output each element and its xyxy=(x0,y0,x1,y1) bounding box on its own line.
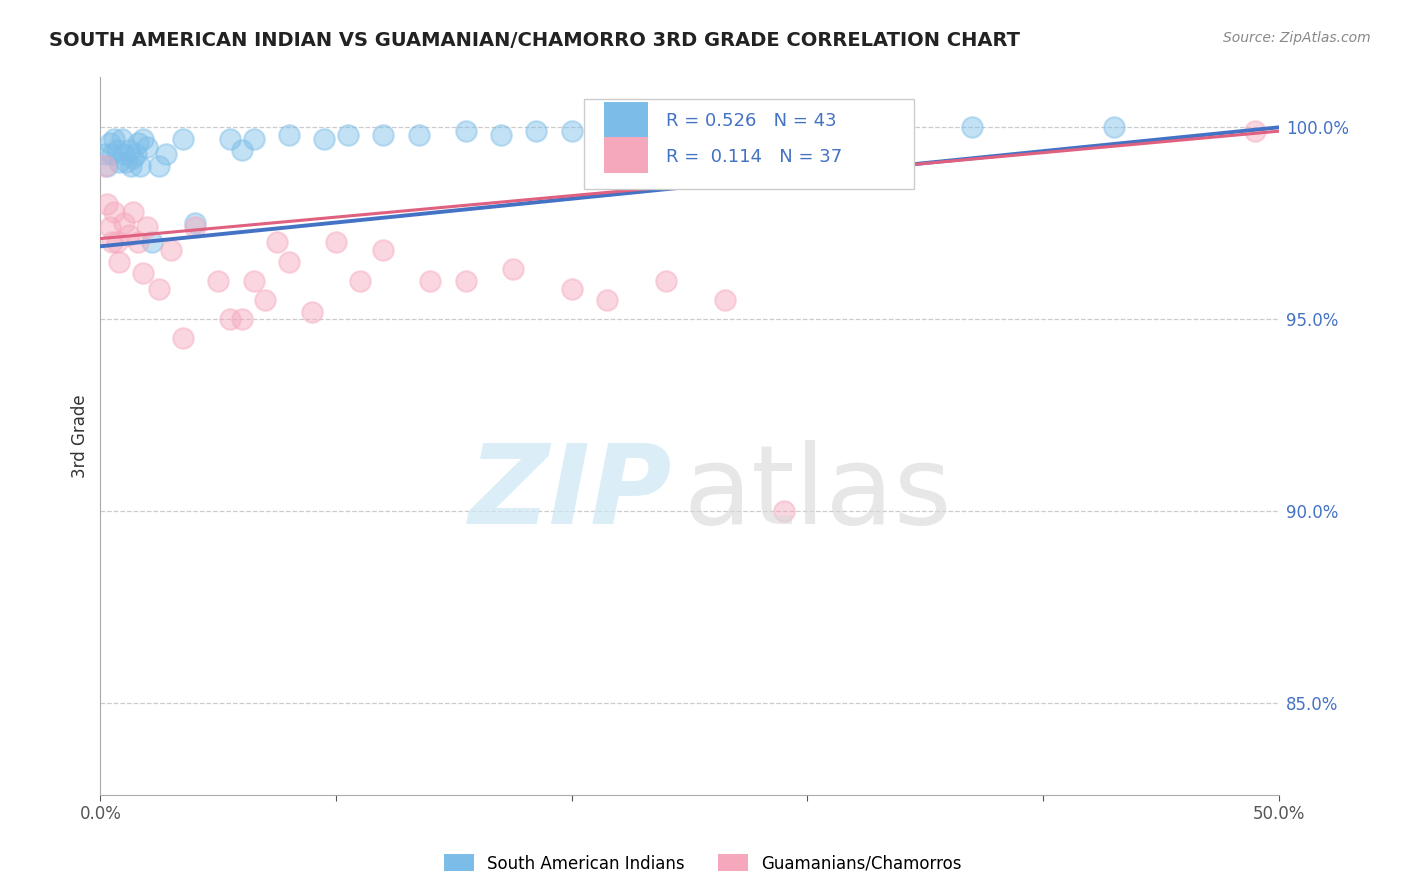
FancyBboxPatch shape xyxy=(583,99,914,189)
Point xyxy=(219,312,242,326)
Point xyxy=(129,159,152,173)
Point xyxy=(242,274,264,288)
Y-axis label: 3rd Grade: 3rd Grade xyxy=(72,394,89,478)
Point xyxy=(219,132,242,146)
Point xyxy=(526,124,548,138)
Point xyxy=(148,159,170,173)
Point xyxy=(112,147,135,161)
Point xyxy=(183,216,205,230)
Point xyxy=(125,147,148,161)
Point xyxy=(301,304,323,318)
Point xyxy=(502,262,524,277)
Point xyxy=(172,331,194,345)
Text: SOUTH AMERICAN INDIAN VS GUAMANIAN/CHAMORRO 3RD GRADE CORRELATION CHART: SOUTH AMERICAN INDIAN VS GUAMANIAN/CHAMO… xyxy=(49,31,1021,50)
Point xyxy=(122,204,145,219)
Point xyxy=(98,220,121,235)
Point xyxy=(373,243,395,257)
Point xyxy=(254,293,277,307)
Point xyxy=(115,154,138,169)
Bar xyxy=(603,102,648,137)
Point xyxy=(1102,120,1125,135)
Point xyxy=(127,235,149,250)
Point xyxy=(336,128,359,142)
Point xyxy=(561,124,583,138)
Point xyxy=(714,293,737,307)
Point xyxy=(108,254,131,268)
Point xyxy=(266,235,288,250)
Point xyxy=(690,124,713,138)
Point xyxy=(489,128,512,142)
Point xyxy=(314,132,336,146)
Bar xyxy=(603,137,648,173)
Point xyxy=(98,136,121,150)
Point xyxy=(962,120,984,135)
Point xyxy=(103,204,125,219)
Point xyxy=(141,235,163,250)
Point xyxy=(96,159,118,173)
Point xyxy=(419,274,441,288)
Point xyxy=(101,235,124,250)
Point xyxy=(155,147,177,161)
Point xyxy=(132,132,155,146)
Legend: South American Indians, Guamanians/Chamorros: South American Indians, Guamanians/Chamo… xyxy=(437,847,969,880)
Point xyxy=(148,281,170,295)
Point xyxy=(890,124,912,138)
Point xyxy=(117,227,139,242)
Point xyxy=(108,154,131,169)
Point xyxy=(183,220,205,235)
Point xyxy=(454,274,477,288)
Point xyxy=(1244,124,1267,138)
Point xyxy=(120,159,142,173)
Point xyxy=(631,124,654,138)
Text: ZIP: ZIP xyxy=(468,440,672,547)
Text: R =  0.114   N = 37: R = 0.114 N = 37 xyxy=(666,148,842,166)
Text: Source: ZipAtlas.com: Source: ZipAtlas.com xyxy=(1223,31,1371,45)
Point xyxy=(408,128,430,142)
Point xyxy=(373,128,395,142)
Point xyxy=(349,274,371,288)
Point xyxy=(105,144,128,158)
Point xyxy=(561,281,583,295)
Point xyxy=(325,235,347,250)
Point xyxy=(136,139,159,153)
Point xyxy=(160,243,183,257)
Point xyxy=(277,254,299,268)
Point xyxy=(105,235,128,250)
Point xyxy=(110,132,132,146)
Point xyxy=(103,132,125,146)
Point xyxy=(725,124,748,138)
Point xyxy=(207,274,229,288)
Point xyxy=(242,132,264,146)
Point xyxy=(117,144,139,158)
Point xyxy=(596,293,619,307)
Point xyxy=(231,312,253,326)
Point xyxy=(101,147,124,161)
Point xyxy=(655,274,678,288)
Point xyxy=(136,220,159,235)
Point xyxy=(96,197,118,211)
Point xyxy=(127,136,149,150)
Point xyxy=(172,132,194,146)
Point xyxy=(94,147,117,161)
Text: R = 0.526   N = 43: R = 0.526 N = 43 xyxy=(666,112,837,130)
Point xyxy=(820,120,842,135)
Point xyxy=(231,144,253,158)
Point xyxy=(94,159,117,173)
Point xyxy=(112,216,135,230)
Point xyxy=(773,504,796,518)
Point xyxy=(132,266,155,280)
Text: atlas: atlas xyxy=(683,440,952,547)
Point xyxy=(122,151,145,165)
Point xyxy=(454,124,477,138)
Point xyxy=(277,128,299,142)
Point xyxy=(596,124,619,138)
